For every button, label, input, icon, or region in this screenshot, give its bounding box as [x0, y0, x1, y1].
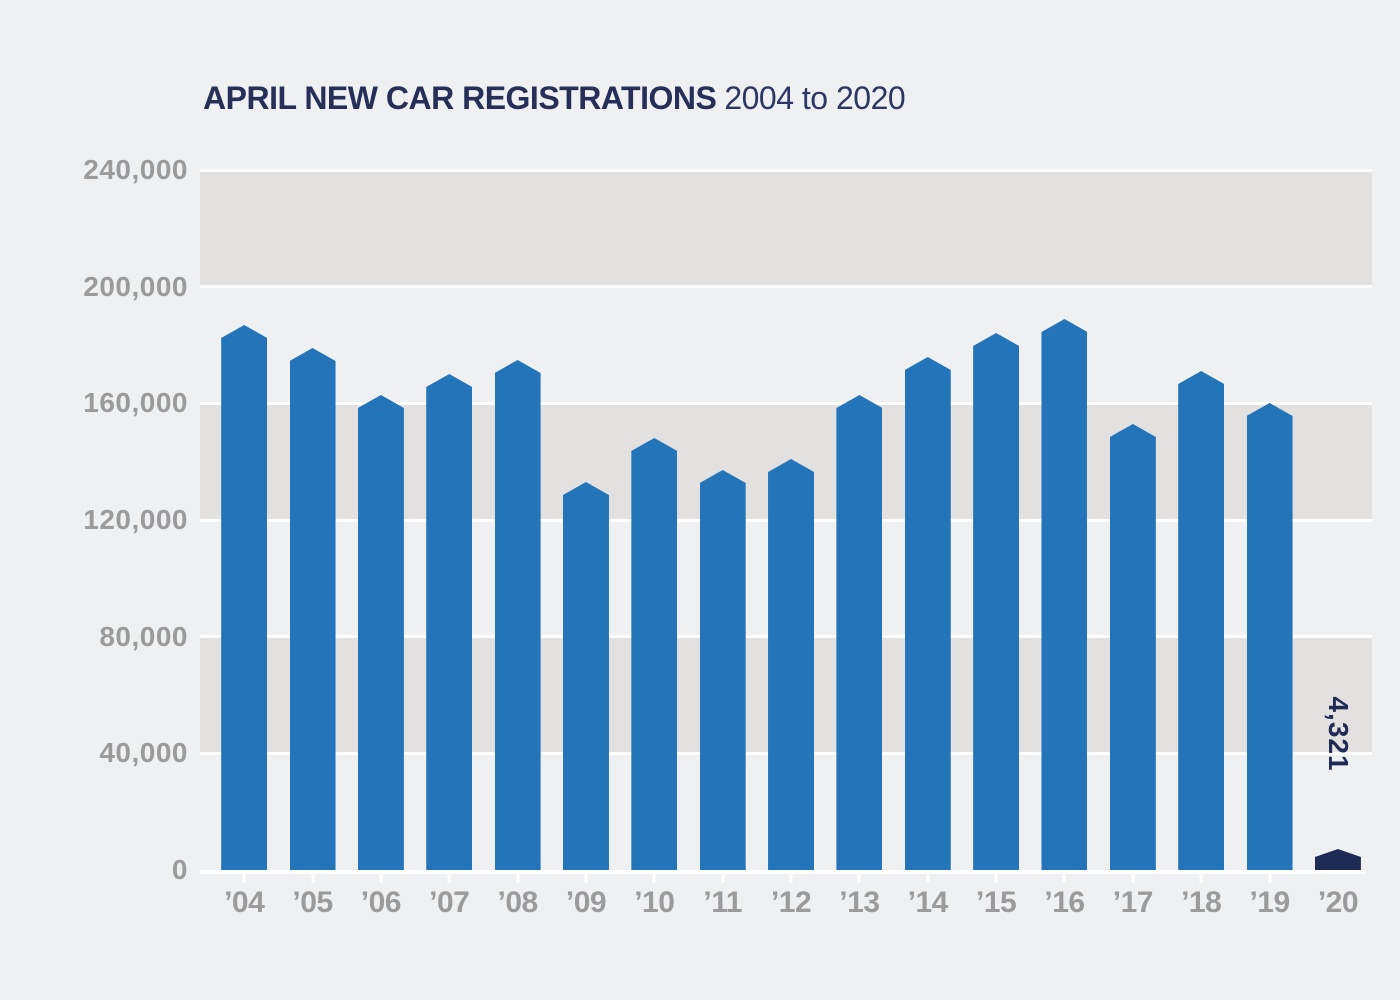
axis-tick	[994, 874, 998, 883]
x-axis-label: ’20	[1317, 886, 1359, 919]
axis-tick	[789, 874, 793, 883]
axis-tick	[1131, 874, 1135, 883]
axis-tick	[652, 874, 656, 883]
y-axis-label: 160,000	[83, 387, 188, 419]
chart-title-main: APRIL NEW CAR REGISTRATIONS	[203, 80, 717, 116]
bar	[426, 374, 473, 870]
x-axis-label: ’14	[907, 886, 949, 919]
y-axis-label: 40,000	[99, 737, 188, 769]
axis-tick	[311, 874, 315, 883]
bar-series: ’04 ’05 ’06 ’07 ’08 ’09 ’10 ’11 ’12 ’13 ’14 ’15 ’16 ’…	[210, 170, 1372, 919]
bar-slot: ’09	[552, 170, 620, 919]
bar-slot: ’12	[757, 170, 825, 919]
bar	[768, 459, 815, 870]
bar	[289, 348, 336, 870]
bar-slot: ’07	[415, 170, 483, 919]
grid-band	[200, 170, 1372, 287]
x-axis-baseline	[200, 870, 1365, 874]
bar	[836, 395, 883, 870]
axis-tick	[242, 874, 246, 883]
x-axis-label: ’16	[1044, 886, 1085, 919]
bar	[562, 482, 609, 870]
bar	[973, 333, 1020, 870]
bar-slot: ’20 4,321	[1304, 170, 1372, 919]
y-axis-label: 80,000	[99, 620, 188, 652]
bar	[1246, 403, 1293, 870]
bar-slot: ’14	[894, 170, 962, 919]
bar-slot: ’16	[1030, 170, 1098, 919]
y-axis-label: 240,000	[83, 154, 188, 185]
bar	[699, 470, 746, 870]
x-axis-label: ’06	[360, 886, 402, 919]
x-axis-label: ’04	[224, 886, 265, 919]
gridline	[200, 401, 1372, 405]
bar-slot: ’19	[1235, 170, 1303, 919]
bar-slot: ’06	[347, 170, 415, 919]
axis-tick	[584, 874, 588, 883]
x-axis-label: ’17	[1112, 886, 1154, 919]
bar	[631, 438, 678, 870]
axis-tick	[1062, 874, 1066, 883]
gridline	[200, 168, 1372, 172]
axis-tick	[721, 874, 725, 883]
y-axis-label: 120,000	[83, 504, 188, 535]
x-axis-label: ’12	[770, 886, 812, 919]
x-axis-label: ’08	[497, 886, 539, 919]
axis-tick	[1268, 874, 1272, 883]
bar-slot: ’04	[210, 170, 278, 919]
y-axis-label: 0	[171, 854, 188, 885]
bar-slot: ’11	[689, 170, 757, 919]
x-axis-label: ’11	[703, 886, 742, 919]
x-axis-label: ’13	[839, 886, 880, 919]
bar-highlight	[1314, 849, 1361, 870]
gridline	[200, 285, 1372, 289]
x-axis-label: ’05	[292, 886, 333, 919]
bar	[494, 360, 541, 870]
x-axis-label: ’15	[976, 886, 1017, 919]
axis-tick	[379, 874, 383, 883]
axis-tick	[516, 874, 520, 883]
bar-slot: ’18	[1167, 170, 1235, 919]
x-axis-label: ’19	[1249, 886, 1290, 919]
x-axis-label: ’07	[429, 886, 470, 919]
bar	[904, 357, 951, 870]
bar-slot: ’17	[1099, 170, 1167, 919]
y-axis: 240,000 200,000 160,000 120,000 80,000 40,000…	[0, 154, 188, 885]
bar-slot: ’10	[620, 170, 688, 919]
y-axis-label: 200,000	[83, 270, 188, 302]
bar-slot: ’15	[962, 170, 1030, 919]
bar	[221, 325, 268, 870]
bar-slot: ’05	[278, 170, 346, 919]
axis-tick	[1199, 874, 1203, 883]
bar-slot: ’13	[825, 170, 893, 919]
axis-tick	[447, 874, 451, 883]
x-axis-label: ’18	[1181, 886, 1222, 919]
bar	[1109, 424, 1156, 870]
bar	[357, 395, 404, 870]
x-axis-label: ’09	[565, 886, 607, 919]
bar-slot: ’08	[483, 170, 551, 919]
bar	[1178, 371, 1225, 870]
axis-tick	[926, 874, 930, 883]
bar	[1041, 319, 1088, 870]
chart-title: APRIL NEW CAR REGISTRATIONS 2004 to 2020	[203, 80, 906, 117]
chart-title-subtitle: 2004 to 2020	[724, 80, 906, 116]
highlight-value-label: 4,321	[1322, 696, 1354, 772]
axis-tick	[857, 874, 861, 883]
x-axis-label: ’10	[634, 886, 675, 919]
